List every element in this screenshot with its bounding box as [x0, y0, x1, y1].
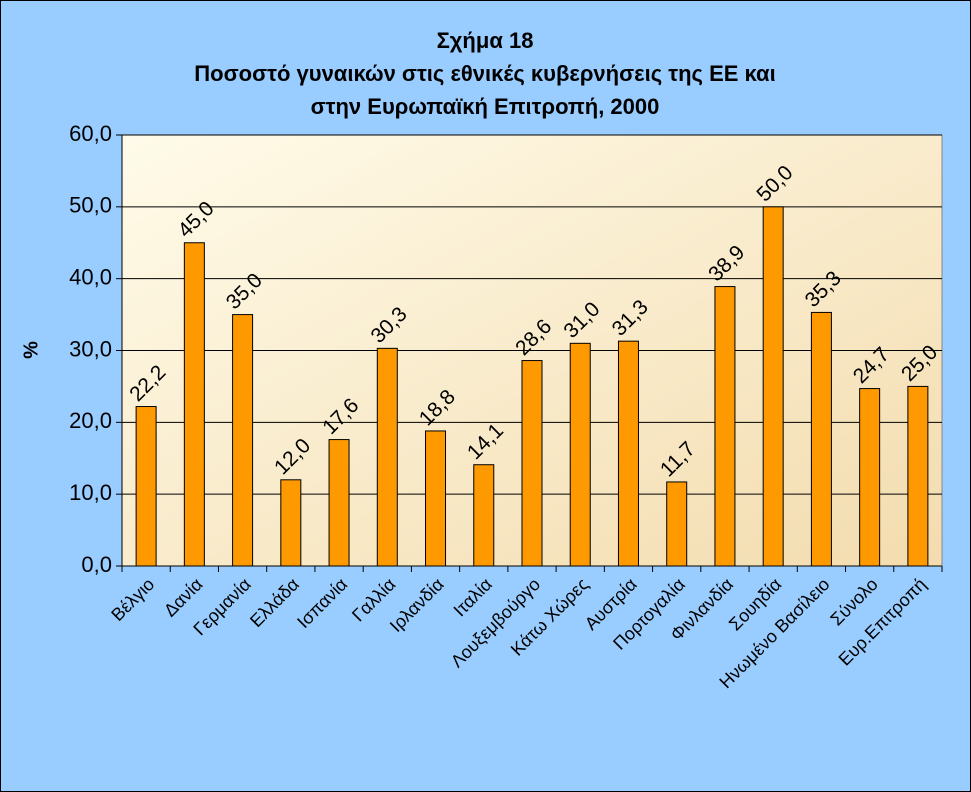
- y-tick-label: 40,0: [69, 264, 112, 289]
- y-tick-label: 20,0: [69, 408, 112, 433]
- bar: [232, 314, 254, 567]
- bar: [473, 464, 495, 567]
- bar: [714, 286, 736, 567]
- chart-title: Σχήμα 18: [437, 28, 534, 53]
- bar: [859, 388, 881, 567]
- chart-title: στην Ευρωπαϊκή Επιτροπή, 2000: [311, 94, 660, 119]
- y-axis-label: %: [20, 341, 42, 359]
- bar: [521, 360, 543, 567]
- y-tick-label: 60,0: [69, 121, 112, 146]
- bar: [376, 347, 398, 567]
- bar: [425, 430, 447, 567]
- y-tick-label: 30,0: [69, 336, 112, 361]
- bar: [666, 481, 688, 567]
- bar: [810, 311, 832, 567]
- bar: [135, 406, 157, 567]
- bar: [762, 206, 784, 567]
- y-tick-label: 0,0: [81, 552, 112, 577]
- bar: [183, 242, 205, 567]
- bar: [280, 479, 302, 567]
- y-tick-label: 50,0: [69, 193, 112, 218]
- y-tick-label: 10,0: [69, 480, 112, 505]
- bar: [569, 342, 591, 567]
- bar: [907, 385, 929, 567]
- bar: [328, 439, 350, 567]
- bar: [617, 340, 639, 567]
- chart-title: Ποσοστό γυναικών στις εθνικές κυβερνήσει…: [194, 61, 775, 86]
